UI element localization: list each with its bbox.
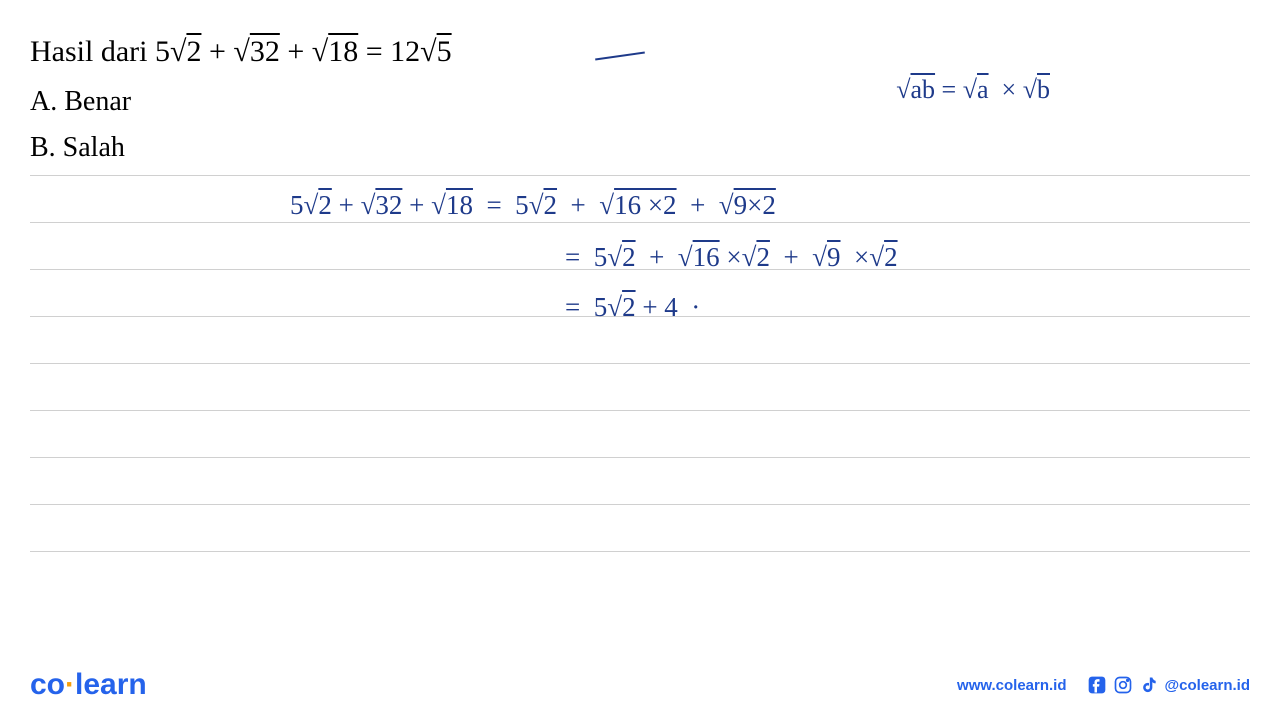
- rule-line: [30, 316, 1250, 363]
- facebook-icon: [1087, 675, 1107, 695]
- rule-line: [30, 363, 1250, 410]
- rule-line: [30, 457, 1250, 504]
- handwritten-rule: √ab = √a × √b: [896, 75, 1050, 105]
- rule-line: [30, 410, 1250, 457]
- handwritten-work-line2: = 5√2 + √16 ×√2 + √9 ×√2: [565, 242, 898, 273]
- instagram-icon: [1113, 675, 1133, 695]
- handwritten-work-line1: 5√2 + √32 + √18 = 5√2 + √16 ×2 + √9×2: [290, 190, 776, 221]
- footer: co·learn www.colearn.id @colearn.id: [0, 650, 1280, 720]
- answer-options: A. Benar B. Salah: [30, 81, 1250, 169]
- social-handle: @colearn.id: [1165, 677, 1250, 694]
- logo-learn: learn: [75, 668, 147, 701]
- question-prefix: Hasil dari: [30, 35, 155, 68]
- rule-line: [30, 504, 1250, 551]
- question-math: 5√2 + √32 + √18 = 12√5: [155, 35, 452, 68]
- website-url: www.colearn.id: [957, 677, 1066, 694]
- logo-dot: ·: [65, 668, 75, 701]
- option-b: B. Salah: [30, 127, 1250, 169]
- rule-line: [30, 551, 1250, 598]
- tiktok-icon: [1139, 675, 1159, 695]
- content-area: Hasil dari 5√2 + √32 + √18 = 12√5 A. Ben…: [0, 0, 1280, 640]
- logo: co·learn: [30, 668, 147, 702]
- option-a: A. Benar: [30, 81, 1250, 123]
- social-icons: @colearn.id: [1087, 675, 1250, 695]
- footer-right: www.colearn.id @colearn.id: [957, 675, 1250, 695]
- handwritten-work-line3: = 5√2 + 4 ·: [565, 292, 700, 323]
- logo-co: co: [30, 668, 65, 701]
- ruled-lines: [30, 175, 1250, 598]
